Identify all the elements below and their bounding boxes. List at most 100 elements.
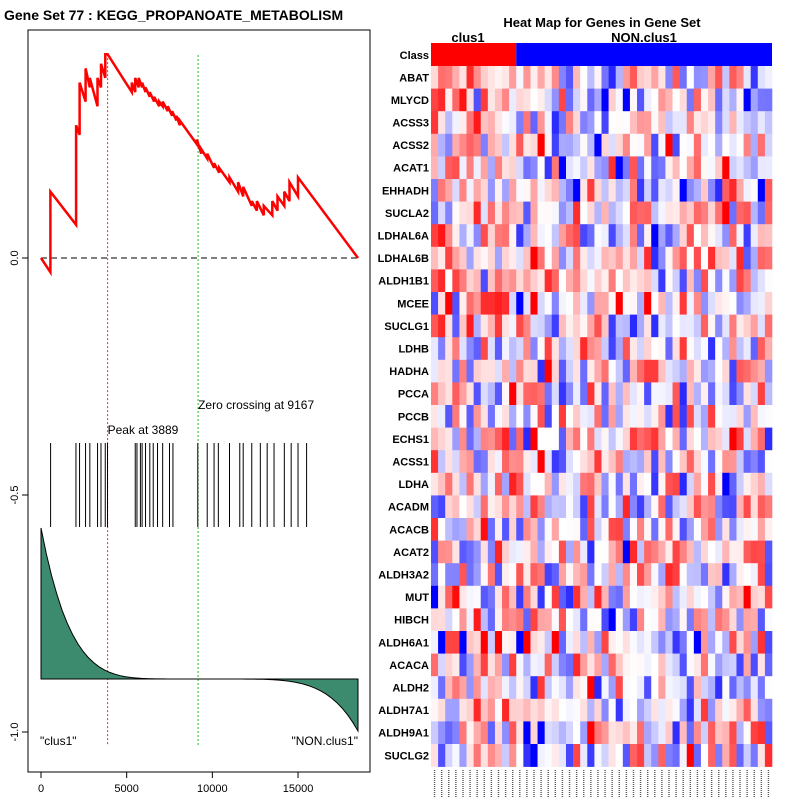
heatmap-cell [516, 111, 524, 135]
heatmap-cell [764, 563, 773, 587]
heatmap-cell [729, 427, 737, 451]
heatmap-cell [459, 382, 467, 406]
heatmap-cell [693, 201, 702, 225]
heatmap-cell [601, 359, 609, 383]
heatmap-cell [438, 111, 446, 135]
heatmap-cell [736, 676, 744, 700]
heatmap-cell [651, 133, 659, 157]
heatmap-cell [452, 359, 460, 383]
heatmap-cell [601, 201, 609, 225]
heatmap-cell [558, 608, 567, 632]
heatmap-cell [693, 382, 702, 406]
gene-row-label: ALDH3A2 [378, 570, 429, 582]
heatmap-cell [509, 156, 517, 180]
heatmap-cell [438, 653, 446, 677]
heatmap-cell [594, 721, 602, 745]
heatmap-cell [615, 518, 624, 541]
heatmap-cell [480, 450, 489, 474]
heatmap-cell [594, 450, 602, 474]
heatmap-cell [565, 495, 574, 519]
heatmap-cell [551, 179, 560, 202]
heatmap-cell [558, 653, 567, 677]
heatmap-cell [594, 111, 602, 135]
heatmap-cell [431, 495, 439, 519]
heatmap-cell [686, 156, 695, 180]
heatmap-cell [700, 314, 709, 338]
heatmap-cell [672, 631, 680, 654]
y-tick-label: -0.5 [9, 486, 21, 505]
heatmap-cell [544, 495, 553, 519]
heatmap-cell [729, 518, 737, 541]
heatmap-cell [608, 608, 616, 632]
heatmap-cell [502, 405, 510, 428]
heatmap-cell [736, 540, 744, 564]
heatmap-cell [580, 224, 588, 248]
heatmap-cell [530, 133, 538, 157]
heatmap-cell [530, 224, 538, 248]
heatmap-cell [665, 653, 673, 677]
heatmap-cell [722, 111, 730, 135]
heatmap-cell [445, 269, 453, 293]
heatmap-cell [445, 585, 453, 609]
heatmap-cell [530, 744, 538, 767]
heatmap-cell [757, 224, 766, 248]
heatmap-cell [729, 337, 737, 361]
heatmap-cell [573, 224, 581, 248]
heatmap-cell [544, 676, 553, 700]
heatmap-cell [693, 676, 702, 700]
heatmap-cell [679, 246, 688, 270]
heatmap-cell [743, 156, 751, 180]
heatmap-cell [658, 495, 666, 519]
heatmap-cell [487, 133, 496, 157]
heatmap-cell [679, 495, 688, 519]
heatmap-cell [629, 133, 638, 157]
heatmap-cell [509, 246, 517, 270]
heatmap-cell [551, 133, 560, 157]
heatmap-cell [516, 450, 524, 474]
heatmap-cell [466, 721, 474, 745]
heatmap-cell [764, 427, 773, 451]
heatmap-cell [565, 540, 574, 564]
heatmap-cell [558, 427, 567, 451]
heatmap-cell [679, 359, 688, 383]
heatmap-cell [601, 698, 609, 722]
heatmap-cell [644, 201, 652, 225]
heatmap-cell [523, 224, 531, 248]
heatmap-cell [750, 608, 759, 632]
heatmap-cell [452, 246, 460, 270]
heatmap-cell [672, 292, 680, 315]
heatmap-cell [580, 540, 588, 564]
heatmap-cell [544, 201, 553, 225]
gene-row-label: ABAT [399, 72, 429, 84]
heatmap-cell [509, 563, 517, 587]
heatmap-cell [679, 314, 688, 338]
heatmap-cell [459, 66, 467, 89]
heatmap-cell [658, 382, 666, 406]
heatmap-cell [686, 518, 695, 541]
heatmap-cell [743, 292, 751, 315]
heatmap-cell [594, 269, 602, 293]
heatmap-cell [480, 744, 489, 767]
heatmap-cell [523, 698, 531, 722]
heatmap-cell [544, 246, 553, 270]
heatmap-cell [587, 631, 595, 654]
heatmap-cell [537, 608, 545, 632]
heatmap-cell [523, 111, 531, 135]
heatmap-cell [608, 405, 616, 428]
heatmap-cell [431, 608, 439, 632]
heatmap-cell [672, 540, 680, 564]
heatmap-cell [494, 563, 503, 587]
heatmap-cell [438, 563, 446, 587]
heatmap-cell [445, 337, 453, 361]
heatmap-cell [459, 359, 467, 383]
heatmap-cell [494, 269, 503, 293]
heatmap-cell [530, 427, 538, 451]
heatmap-cell [544, 472, 553, 496]
heatmap-cell [608, 653, 616, 677]
heatmap-cell [757, 246, 766, 270]
group2-label: NON.clus1 [611, 30, 677, 45]
heatmap-cell [516, 495, 524, 519]
heatmap-cell [658, 405, 666, 428]
heatmap-cell [693, 156, 702, 180]
heatmap-cell [438, 585, 446, 609]
